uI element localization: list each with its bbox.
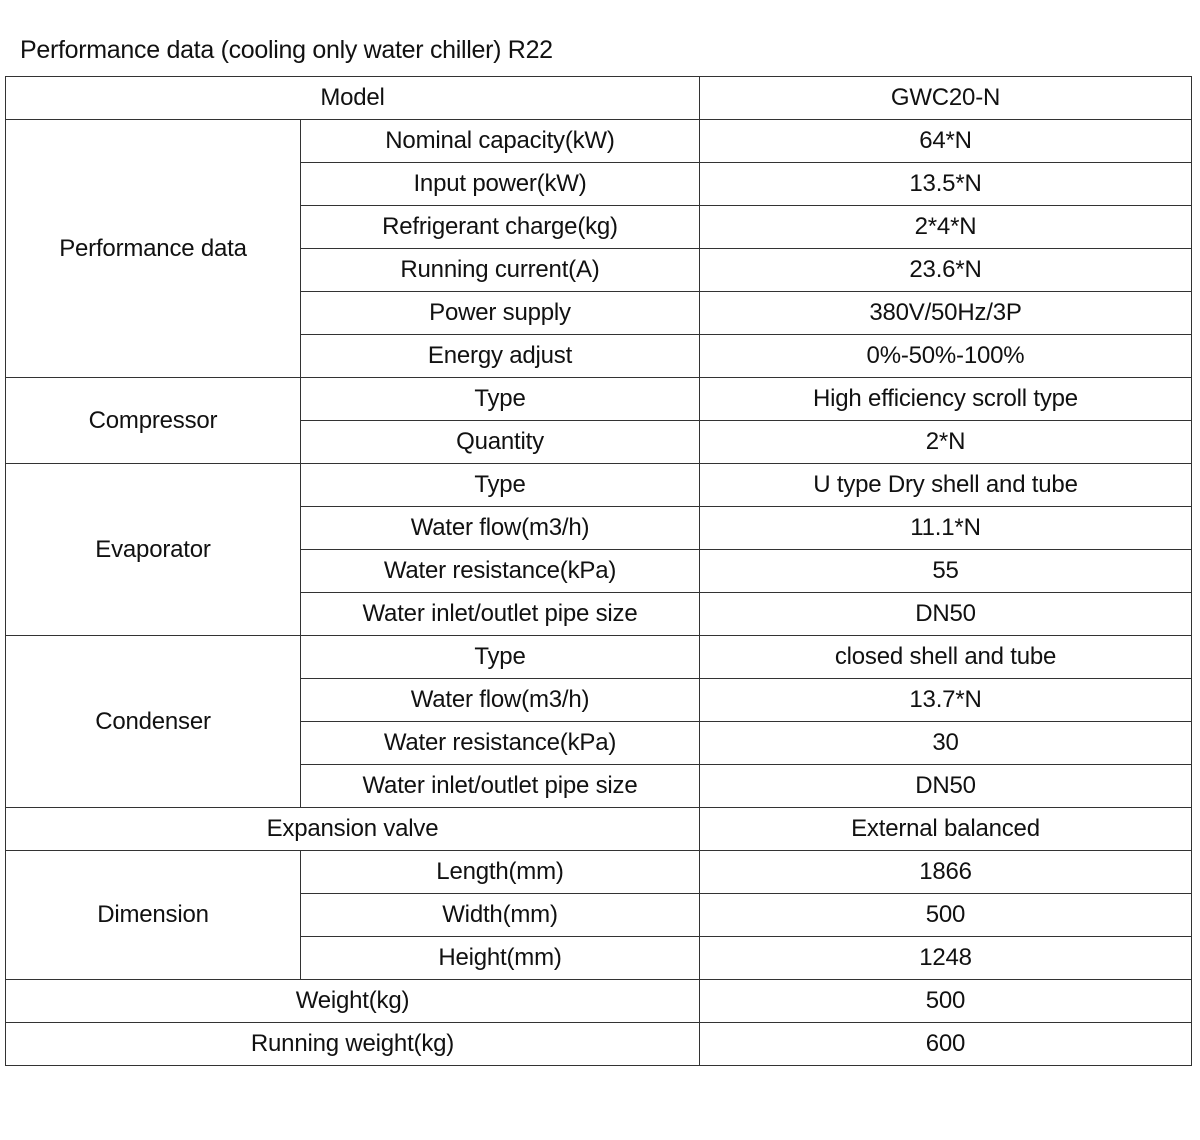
table-row-model: Model GWC20-N [5, 76, 1192, 120]
table-row: Water inlet/outlet pipe size DN50 [6, 592, 1192, 636]
row-value: 30 [699, 721, 1192, 765]
model-label: Model [5, 76, 700, 120]
row-label: Height(mm) [300, 936, 700, 980]
row-label: Type [300, 377, 700, 421]
group-condenser: Condenser [5, 635, 301, 808]
row-value: 11.1*N [699, 506, 1192, 550]
row-value: 500 [699, 893, 1192, 937]
row-value: 13.5*N [699, 162, 1192, 206]
spec-table: Model GWC20-N Performance data Nominal c… [5, 76, 1192, 1066]
row-label: Weight(kg) [5, 979, 700, 1023]
row-value: 380V/50Hz/3P [699, 291, 1192, 335]
table-row: Height(mm) 1248 [6, 936, 1192, 980]
row-label: Refrigerant charge(kg) [300, 205, 700, 249]
row-value: U type Dry shell and tube [699, 463, 1192, 507]
table-row: Condenser Type closed shell and tube [5, 635, 1192, 808]
group-performance-data: Performance data [5, 119, 301, 378]
row-value: 64*N [699, 119, 1192, 163]
row-value: 23.6*N [699, 248, 1192, 292]
table-row: Water resistance(kPa) 55 [6, 549, 1192, 593]
row-value: 1248 [699, 936, 1192, 980]
row-label: Expansion valve [5, 807, 700, 851]
group-dimension: Dimension [5, 850, 301, 980]
row-value: 0%-50%-100% [699, 334, 1192, 378]
group-evaporator: Evaporator [5, 463, 301, 636]
row-value: 13.7*N [699, 678, 1192, 722]
row-label: Water resistance(kPa) [300, 549, 700, 593]
row-label: Water inlet/outlet pipe size [300, 592, 700, 636]
row-value: DN50 [699, 592, 1192, 636]
row-label: Type [300, 635, 700, 679]
row-label: Quantity [300, 420, 700, 464]
row-label: Water flow(m3/h) [300, 678, 700, 722]
group-compressor: Compressor [5, 377, 301, 464]
table-row: Quantity 2*N [6, 420, 1192, 464]
table-row: Compressor Type High efficiency scroll t… [5, 377, 1192, 464]
row-label: Running weight(kg) [5, 1022, 700, 1066]
table-row-running-weight: Running weight(kg) 600 [5, 1022, 1192, 1066]
table-row: Water inlet/outlet pipe size DN50 [6, 764, 1192, 808]
table-row: Energy adjust 0%-50%-100% [6, 334, 1192, 378]
document-title: Performance data (cooling only water chi… [20, 36, 553, 64]
row-label: Energy adjust [300, 334, 700, 378]
row-value: External balanced [699, 807, 1192, 851]
row-label: Water inlet/outlet pipe size [300, 764, 700, 808]
table-row-weight: Weight(kg) 500 [5, 979, 1192, 1023]
model-value: GWC20-N [699, 76, 1192, 120]
row-label: Water flow(m3/h) [300, 506, 700, 550]
table-row: Performance data Nominal capacity(kW) 64… [5, 119, 1192, 378]
row-label: Nominal capacity(kW) [300, 119, 700, 163]
row-value: 2*N [699, 420, 1192, 464]
row-value: 2*4*N [699, 205, 1192, 249]
table-row: Water resistance(kPa) 30 [6, 721, 1192, 765]
table-row: Water flow(m3/h) 11.1*N [6, 506, 1192, 550]
row-label: Power supply [300, 291, 700, 335]
row-label: Type [300, 463, 700, 507]
row-value: 600 [699, 1022, 1192, 1066]
row-value: 1866 [699, 850, 1192, 894]
row-label: Input power(kW) [300, 162, 700, 206]
table-row: Evaporator Type U type Dry shell and tub… [5, 463, 1192, 636]
row-value: closed shell and tube [699, 635, 1192, 679]
row-label: Water resistance(kPa) [300, 721, 700, 765]
table-row: Input power(kW) 13.5*N [6, 162, 1192, 206]
row-value: DN50 [699, 764, 1192, 808]
row-label: Running current(A) [300, 248, 700, 292]
table-row-expansion-valve: Expansion valve External balanced [5, 807, 1192, 851]
row-value: High efficiency scroll type [699, 377, 1192, 421]
table-row: Dimension Length(mm) 1866 [5, 850, 1192, 980]
row-value: 55 [699, 549, 1192, 593]
row-label: Width(mm) [300, 893, 700, 937]
table-row: Water flow(m3/h) 13.7*N [6, 678, 1192, 722]
row-value: 500 [699, 979, 1192, 1023]
table-row: Width(mm) 500 [6, 893, 1192, 937]
row-label: Length(mm) [300, 850, 700, 894]
